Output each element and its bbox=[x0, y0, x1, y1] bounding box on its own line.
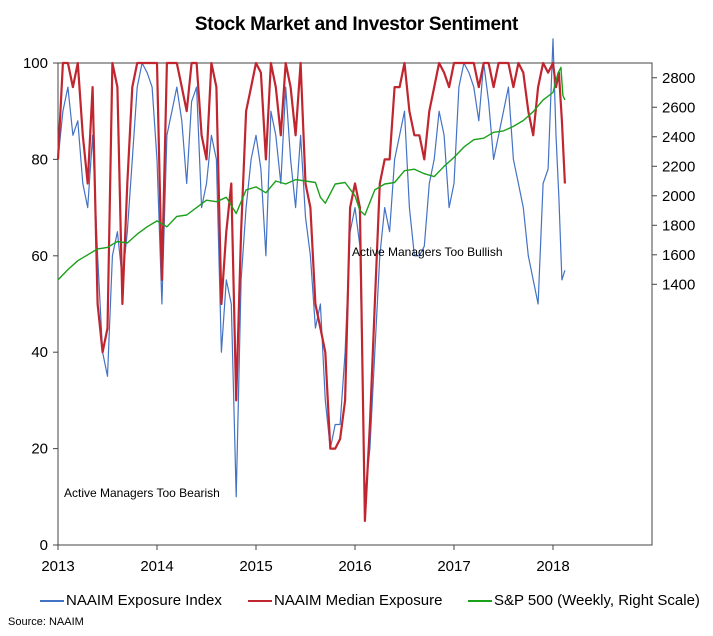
x-tick-label: 2016 bbox=[338, 558, 371, 575]
series-sp500 bbox=[57, 66, 566, 281]
y-left-tick-label: 0 bbox=[40, 537, 48, 554]
source-note: Source: NAAIM bbox=[8, 616, 84, 628]
legend-swatch-exposure-index bbox=[40, 599, 64, 602]
y-right-tick-label: 1600 bbox=[662, 247, 695, 264]
x-tick-label: 2017 bbox=[437, 558, 470, 575]
x-tick-label: 2018 bbox=[536, 558, 569, 575]
series-naaim-median-exposure bbox=[56, 61, 566, 523]
y-right-tick-label: 1800 bbox=[662, 217, 695, 234]
legend-swatch-sp500 bbox=[468, 599, 492, 602]
y-left-tick-label: 60 bbox=[31, 248, 48, 265]
y-right-tick-label: 2200 bbox=[662, 158, 695, 175]
y-right-tick-label: 2400 bbox=[662, 129, 695, 146]
x-tick-label: 2015 bbox=[239, 558, 272, 575]
y-right-tick-label: 2800 bbox=[662, 70, 695, 87]
chart-title: Stock Market and Investor Sentiment bbox=[194, 14, 519, 35]
legend-item-exposure-index: NAAIM Exposure Index bbox=[40, 592, 222, 609]
x-axis: 2013 2014 2015 2016 2017 2018 bbox=[41, 545, 570, 575]
annotation-too-bullish: Active Managers Too Bullish bbox=[352, 245, 503, 259]
y-right-tick-label: 1400 bbox=[662, 276, 695, 293]
x-tick-label: 2013 bbox=[41, 558, 74, 575]
legend-item-sp500: S&P 500 (Weekly, Right Scale) bbox=[468, 592, 700, 609]
legend-label-sp500: S&P 500 (Weekly, Right Scale) bbox=[494, 592, 700, 609]
x-tick-label: 2014 bbox=[140, 558, 173, 575]
y-axis-left: 0 20 40 60 80 100 bbox=[23, 55, 58, 554]
y-left-tick-label: 40 bbox=[31, 344, 48, 361]
y-left-tick-label: 100 bbox=[23, 55, 48, 72]
series-layer bbox=[56, 38, 566, 523]
series-naaim-exposure-index bbox=[57, 38, 566, 498]
y-right-tick-label: 2600 bbox=[662, 99, 695, 116]
legend-swatch-median-exposure bbox=[248, 599, 272, 602]
legend-label-exposure-index: NAAIM Exposure Index bbox=[66, 592, 222, 609]
y-left-tick-label: 20 bbox=[31, 441, 48, 458]
legend-label-median-exposure: NAAIM Median Exposure bbox=[274, 592, 443, 609]
y-left-tick-label: 80 bbox=[31, 151, 48, 168]
annotation-too-bearish: Active Managers Too Bearish bbox=[64, 486, 220, 500]
y-axis-right: 1400 1600 1800 2000 2200 2400 2600 2800 bbox=[652, 70, 695, 293]
y-right-tick-label: 2000 bbox=[662, 188, 695, 205]
legend-item-median-exposure: NAAIM Median Exposure bbox=[248, 592, 442, 609]
